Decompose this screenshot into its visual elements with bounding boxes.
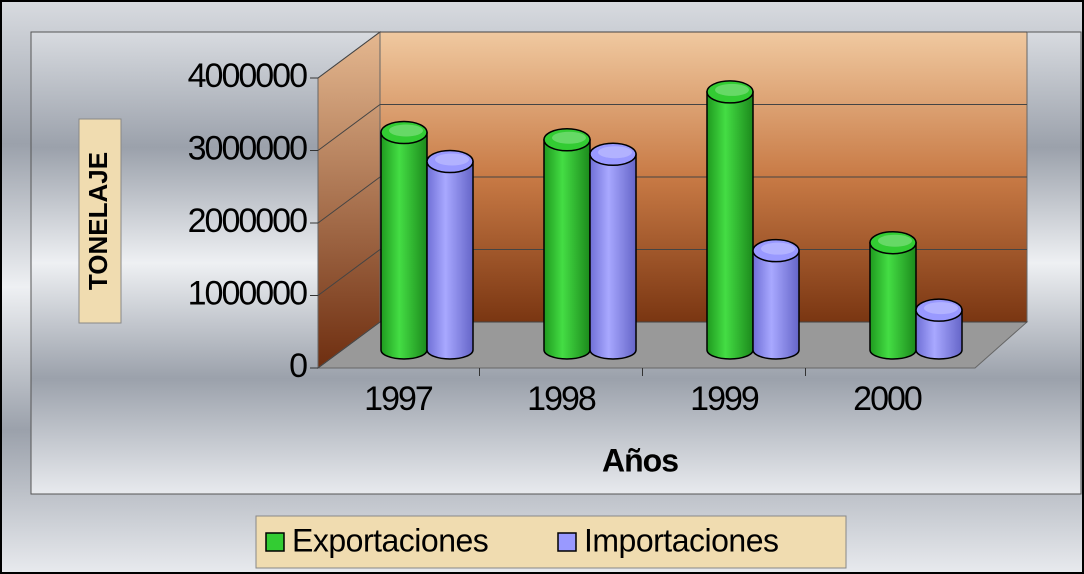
x-tick-label: 1999 bbox=[690, 380, 759, 418]
bar bbox=[869, 230, 917, 360]
bar-part bbox=[715, 83, 749, 96]
bar bbox=[589, 142, 637, 360]
bar-part bbox=[552, 131, 586, 144]
bar-part bbox=[543, 128, 591, 152]
x-tick-label: 1997 bbox=[364, 380, 433, 418]
bar-part bbox=[380, 131, 428, 360]
bar-part bbox=[761, 242, 795, 255]
bar-part bbox=[706, 80, 754, 104]
grid-line bbox=[317, 31, 381, 79]
x-tick-label: 2000 bbox=[853, 380, 922, 418]
bar-part bbox=[869, 241, 917, 360]
x-tick-label: 1998 bbox=[527, 380, 596, 418]
bar bbox=[380, 120, 428, 360]
bar-part bbox=[752, 238, 800, 263]
bar-part bbox=[752, 249, 800, 360]
legend-label: Exportaciones bbox=[292, 522, 488, 558]
bar-part bbox=[389, 124, 423, 137]
bar-part bbox=[589, 153, 637, 360]
legend-label: Importaciones bbox=[584, 522, 778, 558]
x-axis-label: Años bbox=[602, 442, 678, 478]
bar-part bbox=[915, 298, 963, 322]
bar-part bbox=[706, 91, 754, 360]
y-tick-label: 2000000 bbox=[188, 202, 307, 240]
y-tick-label: 1000000 bbox=[188, 274, 307, 312]
bar bbox=[752, 238, 800, 360]
bar-part bbox=[915, 309, 963, 360]
bar bbox=[543, 128, 591, 360]
legend-swatch bbox=[557, 532, 577, 552]
bar bbox=[706, 80, 754, 360]
y-label-box bbox=[78, 118, 122, 324]
bar-part bbox=[543, 139, 591, 360]
bar-part bbox=[435, 153, 469, 166]
grid-line bbox=[317, 321, 381, 369]
bar-part bbox=[869, 230, 917, 255]
grid-line bbox=[317, 249, 381, 296]
y-tick-label: 3000000 bbox=[188, 129, 307, 167]
grid-line bbox=[317, 104, 381, 151]
bar-part bbox=[589, 142, 637, 166]
bar-part bbox=[426, 149, 474, 174]
bar-part bbox=[598, 146, 632, 159]
y-tick-label: 0 bbox=[289, 347, 307, 385]
bar-part bbox=[426, 160, 474, 360]
bar-part bbox=[878, 234, 912, 247]
y-tick-label: 4000000 bbox=[188, 57, 307, 95]
legend-swatch bbox=[265, 532, 285, 552]
bar-part bbox=[380, 120, 428, 145]
bar bbox=[915, 298, 963, 360]
bar-part bbox=[924, 302, 958, 315]
legend bbox=[255, 515, 847, 569]
y-axis-label: TONELAJE bbox=[83, 152, 113, 290]
bar bbox=[426, 149, 474, 360]
grid-line bbox=[317, 176, 381, 224]
